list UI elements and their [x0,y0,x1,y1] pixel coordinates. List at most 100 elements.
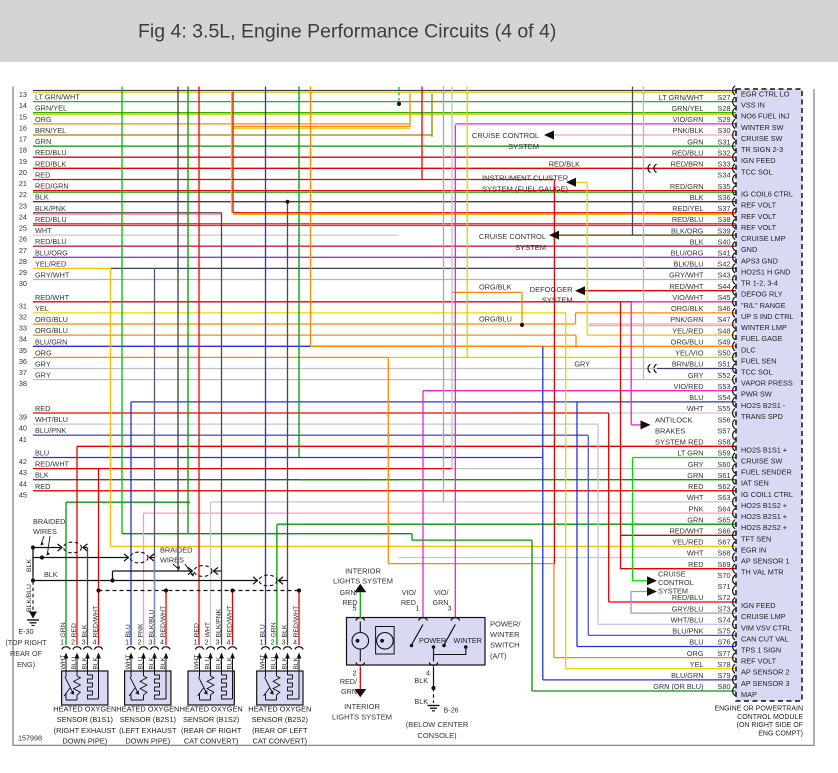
svg-text:DLC: DLC [741,345,756,354]
svg-text:S36: S36 [718,193,731,202]
svg-text:29: 29 [19,268,27,277]
svg-text:BLK: BLK [93,656,100,669]
svg-text:SYSTEM: SYSTEM [508,142,539,151]
svg-text:SYSTEM: SYSTEM [542,295,573,304]
svg-text:IGN FEED: IGN FEED [741,601,775,610]
svg-text:S76: S76 [718,638,731,647]
svg-text:WHT: WHT [60,654,67,669]
svg-text:1: 1 [194,640,198,647]
svg-text:17: 17 [19,135,27,144]
svg-text:PWR SW: PWR SW [741,390,772,399]
svg-text:RED: RED [71,623,78,637]
svg-text:BLU: BLU [125,624,132,637]
svg-text:CAN CUT VAL: CAN CUT VAL [741,634,789,643]
svg-text:S75: S75 [718,627,731,636]
svg-text:RED/BLU: RED/BLU [672,215,704,224]
svg-text:S44: S44 [718,282,731,291]
svg-text:S78: S78 [718,660,731,669]
svg-text:BLK/PNK: BLK/PNK [216,608,223,637]
svg-text:38: 38 [19,379,27,388]
svg-text:RED: RED [35,404,50,413]
svg-text:AP SENSOR 3: AP SENSOR 3 [741,679,790,688]
svg-text:S69: S69 [718,560,731,569]
svg-text:(REAR OF LEFT: (REAR OF LEFT [252,726,308,735]
svg-text:WINTER SW: WINTER SW [741,123,784,132]
svg-text:BLK: BLK [35,193,49,202]
svg-text:BLU/PNK: BLU/PNK [672,627,703,636]
svg-text:DOWN PIPE): DOWN PIPE) [125,737,170,746]
svg-text:BLU/GRN: BLU/GRN [35,337,67,346]
svg-text:WHT: WHT [194,654,201,669]
svg-text:VIO/GRN: VIO/GRN [673,115,704,124]
svg-text:S65: S65 [718,515,731,524]
svg-text:BLU: BLU [138,656,145,669]
svg-text:21: 21 [19,179,27,188]
svg-text:30: 30 [19,279,27,288]
svg-text:BLK: BLK [293,656,300,669]
svg-text:VIO/RED: VIO/RED [673,382,703,391]
svg-text:S34: S34 [718,171,731,180]
svg-text:BLU: BLU [689,638,703,647]
svg-text:REF VOLT: REF VOLT [741,201,777,210]
svg-text:BLU/ORG: BLU/ORG [35,248,68,257]
svg-text:S50: S50 [718,349,731,358]
svg-text:GND: GND [741,245,757,254]
svg-text:S48: S48 [718,326,731,335]
svg-text:S73: S73 [718,604,731,613]
svg-text:BLK: BLK [282,624,289,637]
svg-text:DEFOGGER: DEFOGGER [530,285,574,294]
svg-text:TFT SEN: TFT SEN [741,534,771,543]
svg-text:SYSTEM: SYSTEM [655,438,686,447]
svg-text:PNK/GRN: PNK/GRN [670,315,703,324]
svg-text:DOWN PIPE): DOWN PIPE) [62,737,107,746]
svg-text:S35: S35 [718,182,731,191]
svg-text:WHT/BLU: WHT/BLU [35,415,68,424]
svg-text:BLK/BLU: BLK/BLU [26,584,33,612]
svg-text:CAT CONVERT): CAT CONVERT) [184,737,239,746]
svg-text:1: 1 [416,604,420,613]
svg-text:RED/: RED/ [340,677,357,686]
svg-text:2: 2 [271,640,275,647]
svg-text:NO6 FUEL INJ: NO6 FUEL INJ [741,112,790,121]
svg-text:S57: S57 [718,426,731,435]
svg-text:BLK/BLU: BLK/BLU [673,260,703,269]
svg-text:RED: RED [688,482,703,491]
svg-text:S68: S68 [718,549,731,558]
svg-text:RED: RED [35,171,50,180]
svg-text:2: 2 [138,640,142,647]
svg-text:41: 41 [19,435,27,444]
svg-text:INTERIOR: INTERIOR [344,702,380,711]
svg-text:BLU/PNK: BLU/PNK [35,426,66,435]
svg-text:S63: S63 [718,493,731,502]
svg-text:BLU: BLU [35,449,49,458]
svg-text:BRN/BLU: BRN/BLU [672,360,704,369]
svg-text:CRUISE CONTROL: CRUISE CONTROL [472,131,539,140]
svg-text:43: 43 [19,468,27,477]
svg-text:INTERIOR: INTERIOR [345,567,381,576]
svg-text:RED/GRN: RED/GRN [35,182,69,191]
svg-text:CRUISE LMP: CRUISE LMP [741,234,786,243]
svg-text:GRY: GRY [574,360,590,369]
svg-text:S55: S55 [718,404,731,413]
svg-text:VIO/WHT: VIO/WHT [672,293,704,302]
svg-text:GRN: GRN [271,622,278,637]
svg-text:WHT/BLU: WHT/BLU [671,616,704,625]
svg-text:CONSOLE): CONSOLE) [417,731,457,740]
svg-text:1: 1 [60,640,64,647]
svg-text:BLK: BLK [216,656,223,669]
svg-text:VIM VSV CTRL: VIM VSV CTRL [741,623,792,632]
svg-text:3: 3 [448,604,452,613]
svg-text:SWITCH: SWITCH [490,641,520,650]
svg-text:28: 28 [19,257,27,266]
svg-text:BLK: BLK [690,237,704,246]
svg-text:S47: S47 [718,315,731,324]
svg-text:REF VOLT: REF VOLT [741,657,777,666]
svg-text:ORG/BLU: ORG/BLU [479,315,512,324]
svg-text:UP S IND CTRL: UP S IND CTRL [741,312,794,321]
svg-text:B-26: B-26 [444,706,459,715]
svg-text:YEL/VIO: YEL/VIO [675,349,704,358]
svg-text:TR 1-2, 3-4: TR 1-2, 3-4 [741,279,778,288]
svg-text:(ON RIGHT SIDE OF: (ON RIGHT SIDE OF [737,722,803,729]
svg-text:S49: S49 [718,338,731,347]
svg-text:CONTROL: CONTROL [658,578,694,587]
